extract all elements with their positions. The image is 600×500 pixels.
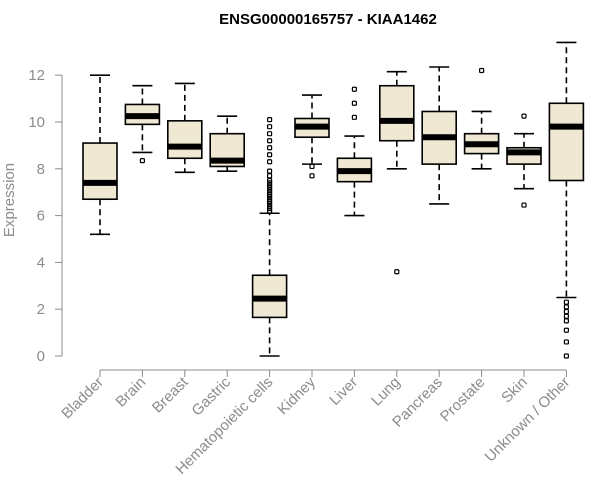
outlier-point	[267, 138, 273, 144]
iqr-box	[378, 84, 415, 142]
outlier-point	[267, 131, 273, 137]
chart-title: ENSG00000165757 - KIAA1462	[219, 11, 437, 28]
x-tick-label: Brain	[112, 374, 149, 411]
x-tick-label: Breast	[149, 373, 192, 416]
outlier-point	[309, 173, 315, 179]
outlier-point	[351, 114, 357, 120]
box-unknown-other	[548, 41, 585, 359]
outlier-point	[267, 177, 273, 184]
outlier-point	[563, 308, 570, 315]
y-axis-label: Expression	[1, 163, 18, 237]
box-liver	[336, 86, 373, 217]
box-brain	[124, 84, 161, 164]
outlier-point	[267, 159, 273, 165]
x-tick-label: Liver	[326, 374, 361, 409]
x-tick-label: Prostate	[437, 374, 489, 426]
outlier-point	[563, 339, 570, 345]
iqr-box	[82, 142, 118, 201]
iqr-box	[167, 120, 203, 160]
outlier-point	[139, 158, 145, 164]
y-tick-label: 10	[28, 114, 45, 131]
box-bladder	[82, 74, 118, 236]
boxes-group	[82, 41, 585, 359]
outlier-point	[351, 86, 357, 92]
outlier-point	[563, 313, 570, 319]
outlier-point	[267, 124, 273, 130]
y-axis: 0 2 4 6 8 10 12	[28, 67, 63, 365]
y-tick-label: 2	[37, 301, 45, 318]
y-tick-label: 4	[37, 254, 45, 271]
box-breast	[167, 82, 203, 174]
outlier-point	[479, 67, 485, 74]
iqr-box	[548, 102, 585, 182]
outlier-point	[267, 168, 273, 174]
x-tick-label: Lung	[368, 374, 404, 410]
box-gastric	[209, 115, 245, 172]
outlier-point	[267, 117, 273, 123]
outlier-point	[351, 100, 357, 106]
outlier-point	[521, 202, 527, 208]
box-pancreas	[421, 66, 458, 205]
y-tick-label: 8	[37, 161, 45, 178]
outlier-point	[267, 152, 273, 158]
x-tick-label: Skin	[498, 374, 531, 407]
outlier-point	[563, 353, 570, 359]
box-skin	[506, 113, 542, 208]
box-hematopoietic-cells	[251, 117, 288, 357]
y-tick-label: 6	[37, 208, 45, 225]
y-tick-label: 0	[37, 348, 45, 365]
outlier-point	[309, 163, 315, 170]
box-lung	[378, 70, 415, 275]
outlier-point	[394, 269, 400, 275]
outlier-point	[563, 318, 570, 324]
box-kidney	[294, 94, 330, 179]
box-prostate	[463, 67, 500, 170]
x-tick-label: Kidney	[274, 373, 319, 418]
x-tick-label: Bladder	[58, 374, 107, 423]
outlier-point	[563, 299, 570, 305]
outlier-point	[563, 304, 570, 310]
y-tick-label: 12	[28, 67, 45, 84]
outlier-point	[563, 327, 570, 333]
outlier-point	[267, 145, 273, 151]
outlier-point	[267, 173, 273, 179]
outlier-point	[521, 113, 527, 119]
